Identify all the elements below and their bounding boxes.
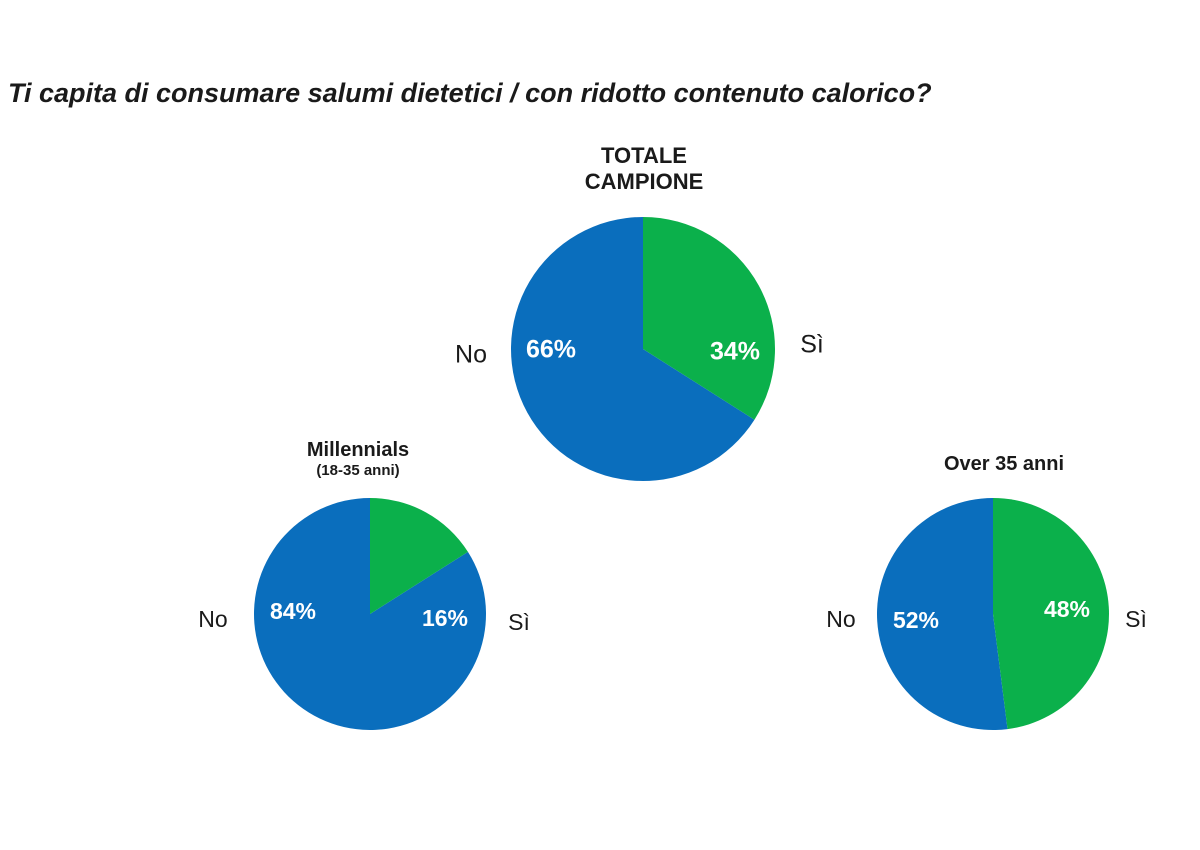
question-title: Ti capita di consumare salumi dietetici … — [8, 78, 932, 108]
chart-title-totale-line2: CAMPIONE — [584, 169, 704, 195]
pie-slice-over35-si — [993, 498, 1110, 730]
pie-slice-over35-no — [877, 498, 1008, 730]
chart-subtitle-millennials: (18-35 anni) — [316, 462, 400, 479]
pie-value-label-totale-si: 34% — [710, 338, 760, 366]
chart-title-millennials: Millennials (18-35 anni) — [258, 438, 458, 480]
chart-title-over35: Over 35 anni — [943, 453, 1065, 475]
pie-category-label-millennials-no: No — [198, 606, 227, 632]
pie-category-label-over35-si: Sì — [1125, 606, 1147, 632]
chart-title-totale: TOTALE CAMPIONE — [544, 143, 744, 196]
pie-category-label-totale-no: No — [455, 341, 487, 369]
pie-value-label-millennials-si: 16% — [422, 605, 468, 631]
pie-category-label-totale-si: Sì — [800, 331, 824, 359]
pie-value-label-totale-no: 66% — [526, 336, 576, 364]
pie-value-label-over35-si: 48% — [1044, 596, 1090, 622]
pie-slice-millennials-si — [370, 498, 468, 614]
pie-value-label-over35-no: 52% — [893, 607, 939, 633]
pie-value-label-millennials-no: 84% — [270, 598, 316, 624]
chart-title-millennials-main: Millennials — [306, 439, 410, 461]
chart-title-totale-line1: TOTALE — [601, 143, 687, 168]
pie-slice-totale-no — [511, 217, 755, 482]
pie-slice-totale-si — [643, 217, 775, 420]
pie-category-label-millennials-si: Sì — [508, 609, 530, 635]
pie-category-label-over35-no: No — [826, 606, 855, 632]
